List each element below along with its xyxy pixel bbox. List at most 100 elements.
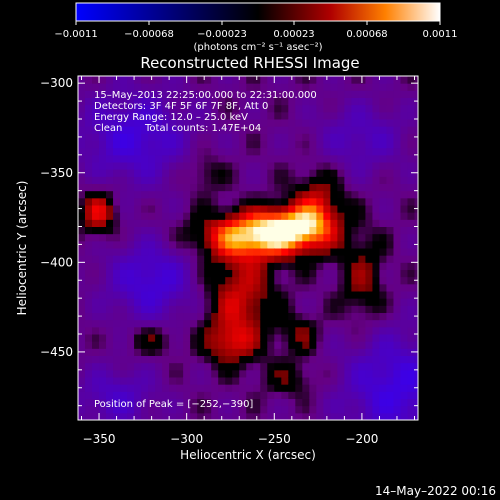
heatmap-cell bbox=[414, 248, 418, 256]
heatmap-cell bbox=[288, 119, 296, 127]
heatmap-cell bbox=[379, 169, 387, 177]
heatmap-cell bbox=[358, 226, 366, 235]
heatmap-cell bbox=[253, 405, 261, 414]
heatmap-cell bbox=[316, 169, 324, 177]
heatmap-cell bbox=[260, 83, 268, 91]
heatmap-cell bbox=[295, 190, 303, 199]
heatmap-cell bbox=[148, 183, 156, 192]
heatmap-cell bbox=[176, 197, 184, 206]
heatmap-cell bbox=[351, 255, 359, 263]
heatmap-cell bbox=[330, 104, 338, 113]
heatmap-cell bbox=[99, 291, 107, 299]
heatmap-cell bbox=[92, 298, 100, 306]
heatmap-cell bbox=[183, 240, 191, 249]
heatmap-cell bbox=[204, 248, 212, 256]
heatmap-cell bbox=[155, 126, 163, 134]
heatmap-cell bbox=[386, 298, 394, 306]
heatmap-cell bbox=[330, 305, 338, 313]
heatmap-cell bbox=[358, 262, 366, 270]
heatmap-cell bbox=[344, 384, 352, 392]
heatmap-cell bbox=[267, 362, 275, 371]
heatmap-cell bbox=[337, 104, 345, 113]
heatmap-cell bbox=[183, 319, 191, 328]
heatmap-cell bbox=[155, 276, 163, 285]
heatmap-cell bbox=[260, 298, 268, 306]
heatmap-cell bbox=[330, 176, 338, 184]
heatmap-cell bbox=[113, 197, 121, 206]
heatmap-cell bbox=[113, 133, 121, 141]
heatmap-cell bbox=[225, 162, 233, 170]
heatmap-cell bbox=[211, 348, 219, 356]
heatmap-cell bbox=[155, 355, 163, 364]
heatmap-cell bbox=[113, 348, 121, 356]
heatmap-cell bbox=[120, 391, 128, 399]
heatmap-cell bbox=[330, 398, 338, 407]
heatmap-cell bbox=[99, 162, 107, 170]
heatmap-cell bbox=[176, 176, 184, 184]
heatmap-cell bbox=[337, 126, 345, 134]
heatmap-cell bbox=[386, 312, 394, 321]
heatmap-cell bbox=[78, 197, 86, 206]
heatmap-cell bbox=[365, 276, 373, 285]
heatmap-cell bbox=[407, 362, 415, 371]
heatmap-cell bbox=[204, 412, 212, 420]
heatmap-cell bbox=[232, 176, 240, 184]
heatmap-cell bbox=[400, 76, 408, 84]
heatmap-cell bbox=[372, 162, 380, 170]
heatmap-cell bbox=[120, 248, 128, 256]
heatmap-cell bbox=[218, 119, 226, 127]
heatmap-cell bbox=[316, 291, 324, 299]
heatmap-cell bbox=[379, 205, 387, 213]
heatmap-cell bbox=[92, 197, 100, 206]
heatmap-cell bbox=[211, 197, 219, 206]
x-axis-label: Heliocentric X (arcsec) bbox=[180, 448, 316, 462]
heatmap-cell bbox=[120, 197, 128, 206]
heatmap-cell bbox=[351, 283, 359, 292]
heatmap-cell bbox=[239, 262, 247, 270]
heatmap-cell bbox=[295, 362, 303, 371]
heatmap-cell bbox=[260, 104, 268, 113]
heatmap-cell bbox=[302, 377, 310, 385]
heatmap-cell bbox=[225, 384, 233, 392]
heatmap-cell bbox=[407, 341, 415, 349]
heatmap-cell bbox=[295, 76, 303, 84]
heatmap-cell bbox=[365, 162, 373, 170]
heatmap-cell bbox=[197, 269, 205, 278]
heatmap-cell bbox=[120, 341, 128, 349]
heatmap-cell bbox=[218, 97, 226, 106]
heatmap-cell bbox=[316, 262, 324, 270]
heatmap-cell bbox=[155, 291, 163, 299]
heatmap-cell bbox=[365, 104, 373, 113]
heatmap-cell bbox=[176, 269, 184, 278]
heatmap-cell bbox=[197, 233, 205, 242]
heatmap-cell bbox=[323, 169, 331, 177]
heatmap-cell bbox=[162, 319, 170, 328]
heatmap-cell bbox=[295, 384, 303, 392]
heatmap-cell bbox=[379, 255, 387, 263]
heatmap-cell bbox=[260, 97, 268, 106]
heatmap-cell bbox=[127, 269, 135, 278]
heatmap-cell bbox=[85, 176, 93, 184]
heatmap-cell bbox=[379, 133, 387, 141]
heatmap-cell bbox=[302, 355, 310, 364]
heatmap-cell bbox=[351, 90, 359, 98]
heatmap-cell bbox=[400, 362, 408, 371]
heatmap-cell bbox=[288, 305, 296, 313]
heatmap-cell bbox=[253, 348, 261, 356]
heatmap-cell bbox=[218, 190, 226, 199]
heatmap-cell bbox=[414, 369, 418, 378]
heatmap-cell bbox=[190, 219, 198, 227]
heatmap-cell bbox=[309, 126, 317, 134]
heatmap-cell bbox=[323, 269, 331, 278]
heatmap-cell bbox=[400, 233, 408, 242]
heatmap-cell bbox=[288, 190, 296, 199]
heatmap-cell bbox=[85, 326, 93, 335]
heatmap-cell bbox=[239, 398, 247, 407]
heatmap-cell bbox=[155, 312, 163, 321]
heatmap-cell bbox=[141, 205, 149, 213]
heatmap-cell bbox=[78, 111, 86, 120]
heatmap-cell bbox=[316, 140, 324, 149]
heatmap-cell bbox=[197, 197, 205, 206]
heatmap-cell bbox=[393, 355, 401, 364]
heatmap-cell bbox=[134, 183, 142, 192]
